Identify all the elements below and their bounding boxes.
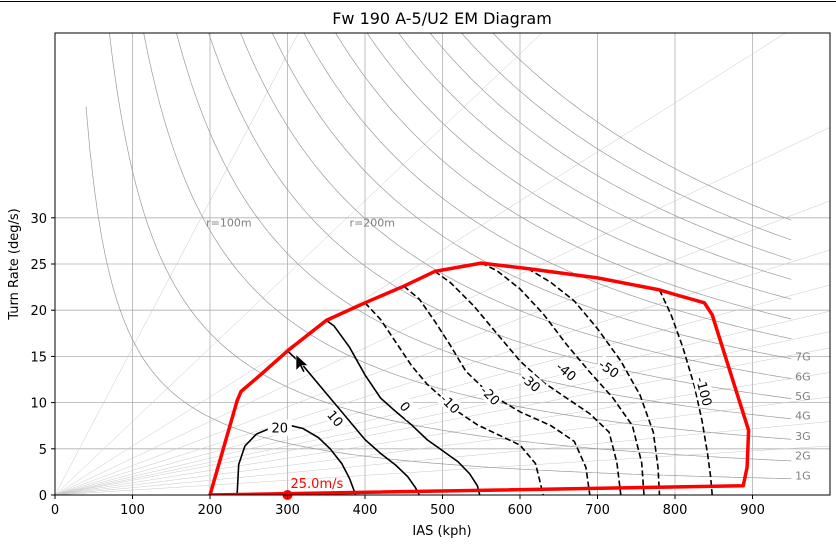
load-factor-line <box>271 33 792 359</box>
x-tick-label: 0 <box>51 503 59 518</box>
y-tick-label: 15 <box>30 350 47 365</box>
y-axis: 0 5 10 15 20 25 30 <box>30 212 55 504</box>
turn-radius-label: r=100m <box>206 216 251 229</box>
contour-label-bg <box>476 381 505 410</box>
turn-radius-line <box>55 347 830 495</box>
load-factor-label: 3G <box>795 430 811 443</box>
load-factor-label: 6G <box>795 371 811 384</box>
turn-radius-line <box>55 249 830 495</box>
load-factor-line <box>461 33 792 241</box>
load-factor-line <box>176 33 792 420</box>
load-factor-line <box>335 33 792 320</box>
x-tick-label: 300 <box>275 503 300 518</box>
contour-label-bg <box>594 354 624 382</box>
turn-radius-line <box>55 33 543 495</box>
ps-contour-line <box>325 319 481 495</box>
grid <box>54 33 830 496</box>
y-tick-label: 30 <box>30 212 47 227</box>
contour-label: 20 <box>271 422 288 437</box>
x-tick-label: 500 <box>430 503 455 518</box>
load-factor-line <box>240 33 792 379</box>
load-factor-label: 4G <box>795 410 811 423</box>
x-tick-label: 900 <box>740 503 765 518</box>
turn-radius-line <box>55 33 299 495</box>
contour-label-bg <box>516 368 546 397</box>
contour-label: -100 <box>692 376 714 408</box>
ps-contour-line <box>364 302 545 495</box>
x-tick-label: 800 <box>663 503 688 518</box>
ps-contour-line <box>236 423 357 495</box>
load-factor-label: 2G <box>795 449 811 462</box>
turn-radius-line <box>55 284 830 495</box>
ps-contour-line <box>286 350 421 495</box>
contour-label-bg <box>267 419 292 436</box>
load-factor-label: 5G <box>795 390 811 403</box>
contour-label-bg <box>693 377 716 406</box>
contour-label: -50 <box>595 357 621 381</box>
turn-radius-line <box>55 421 830 495</box>
x-tick-label: 200 <box>198 503 223 518</box>
load-factor-label: 1G <box>795 470 811 483</box>
flight-envelope <box>208 261 751 495</box>
turn-radius-line <box>55 127 830 495</box>
ps-contour-line <box>480 262 645 495</box>
load-factor-line <box>143 33 792 440</box>
load-factor-line <box>492 33 792 221</box>
load-factor-line <box>85 106 792 480</box>
y-tick-label: 5 <box>39 443 47 458</box>
envelope-boundary <box>208 261 751 495</box>
y-axis-title: Turn Rate (deg/s) <box>7 208 22 320</box>
turn-radius-line <box>55 445 830 495</box>
contour-label-bg <box>436 389 465 418</box>
load-factor-line <box>109 33 792 462</box>
contour-label: -40 <box>553 360 579 385</box>
corner-speed-label: 25.0m/s <box>291 477 344 492</box>
load-factor-line <box>429 33 792 261</box>
contour-label-bg <box>552 357 581 386</box>
contour-label-bg <box>391 391 420 421</box>
y-tick-label: 20 <box>30 304 47 319</box>
load-factor-line <box>303 33 792 340</box>
load-factor-label: 7G <box>795 350 811 363</box>
ps-contour-line <box>527 267 661 495</box>
load-factor-line <box>398 33 792 280</box>
y-tick-label: 10 <box>30 397 47 412</box>
y-tick-label: 25 <box>30 258 47 273</box>
cursor-arrow-icon <box>295 353 309 373</box>
x-tick-label: 600 <box>508 503 533 518</box>
turn-radius-line <box>55 200 830 495</box>
load-factor-line <box>208 33 792 399</box>
x-tick-label: 400 <box>353 503 378 518</box>
turn-radius-line <box>55 33 786 495</box>
load-factor-lines <box>85 33 792 480</box>
x-tick-label: 100 <box>120 503 145 518</box>
load-factor-line <box>366 33 792 300</box>
x-tick-label: 700 <box>585 503 610 518</box>
turn-radius-line <box>55 331 830 495</box>
ps-contour-line <box>658 289 713 495</box>
y-tick-label: 0 <box>39 489 47 504</box>
chart-title: Fw 190 A-5/U2 EM Diagram <box>332 9 552 28</box>
turn-radius-label: r=200m <box>350 216 395 229</box>
contour-label-bg <box>321 403 350 433</box>
specific-excess-power-contours <box>236 262 713 495</box>
x-axis: 0 100 200 300 400 500 600 700 800 900 <box>51 495 765 518</box>
x-axis-title: IAS (kph) <box>412 524 471 539</box>
